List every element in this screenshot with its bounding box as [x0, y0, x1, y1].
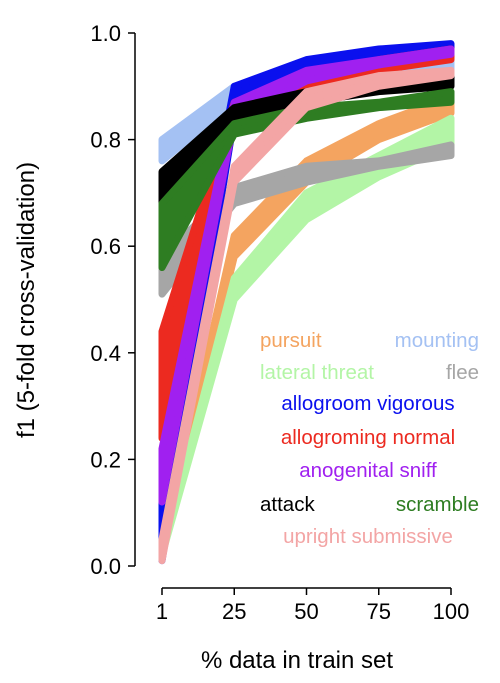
y-tick-label: 0.8: [90, 128, 121, 153]
y-tick-label: 0.0: [90, 554, 121, 579]
legend-entry-lateral-threat: lateral threat: [260, 361, 374, 384]
legend-entry-scramble: scramble: [396, 493, 479, 516]
legend-entry-mounting: mounting: [395, 329, 479, 352]
x-axis-label: % data in train set: [201, 647, 393, 674]
legend-entry-flee: flee: [446, 361, 479, 384]
y-tick-label: 1.0: [90, 21, 121, 46]
y-tick-label: 0.2: [90, 447, 121, 472]
legend-entry-anogenital-sniff: anogenital sniff: [299, 459, 437, 482]
legend-entry-allogroming-normal: allogroming normal: [281, 426, 455, 449]
series-lateral-threat: [158, 114, 455, 559]
series-layer: [158, 40, 455, 565]
x-tick-label: 75: [367, 599, 391, 624]
y-tick-label: 0.6: [90, 234, 121, 259]
y-ticks: 0.0 0.2 0.4 0.6 0.8 1.0: [90, 21, 135, 579]
x-tick-label: 25: [222, 599, 246, 624]
legend: pursuit mounting lateral threat flee allogro…: [260, 329, 479, 548]
legend-entry-upright-submissive: upright submissive: [283, 525, 453, 548]
y-tick-label: 0.4: [90, 341, 121, 366]
series-upright-submissive: [158, 66, 455, 565]
series-anogenital-sniff: [158, 45, 455, 506]
legend-entry-allogroom-vigorous: allogroom vigorous: [281, 392, 454, 415]
legend-entry-pursuit: pursuit: [260, 329, 322, 352]
legend-entry-attack: attack: [260, 493, 315, 516]
x-tick-label: 50: [294, 599, 318, 624]
x-ticks: 1 25 50 75 100: [156, 588, 469, 624]
x-tick-label: 100: [433, 599, 470, 624]
axes: 0.0 0.2 0.4 0.6 0.8 1.0 1 25 50 75 100: [90, 21, 469, 624]
x-tick-label: 1: [156, 599, 168, 624]
y-axis-label: f1 (5-fold cross-validation): [13, 162, 40, 438]
